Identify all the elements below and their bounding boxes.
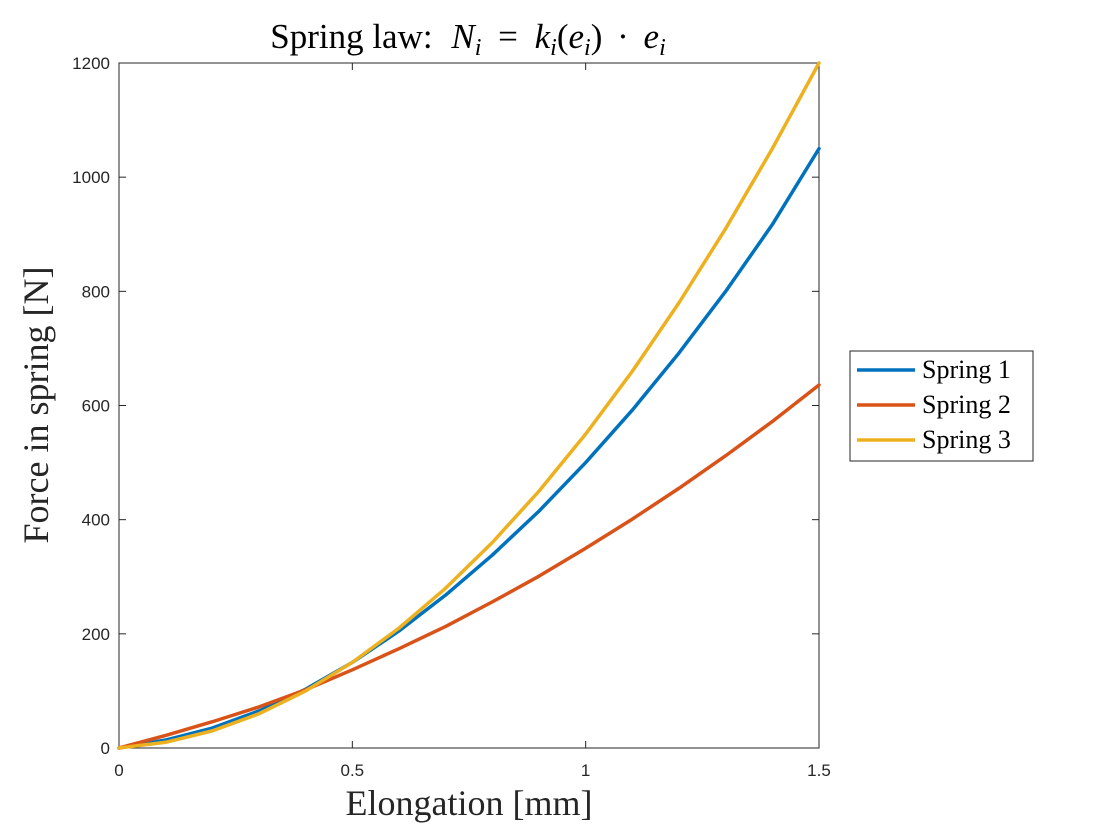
series-group: [117, 61, 821, 750]
title-n: N: [450, 17, 476, 56]
legend-entries: Spring 1 Spring 2 Spring 3: [857, 355, 1011, 454]
title-sub-4: i: [659, 35, 666, 61]
legend: Spring 1 Spring 2 Spring 3: [849, 350, 1034, 462]
title-k: k: [535, 17, 552, 56]
series-line-spring-1: [117, 146, 821, 750]
y-tick-label: 0: [101, 739, 110, 758]
legend-label-spring-1: Spring 1: [922, 355, 1011, 384]
y-tick-label: 200: [82, 625, 110, 644]
y-tick-label: 400: [82, 511, 110, 530]
y-tick-label: 800: [82, 282, 110, 301]
y-tick-label: 1000: [72, 168, 110, 187]
x-tick-label: 0.5: [341, 761, 365, 780]
x-tick-label: 0: [114, 761, 123, 780]
x-axis-title: Elongation [mm]: [346, 783, 593, 823]
plot-area: [118, 62, 820, 749]
y-tick-label: 1200: [72, 54, 110, 73]
x-tick-label: 1.5: [807, 761, 831, 780]
title-e-1: e: [569, 17, 585, 56]
x-tick-label: 1: [581, 761, 590, 780]
legend-label-spring-2: Spring 2: [922, 390, 1011, 419]
y-axis-title: Force in spring [N]: [16, 267, 56, 544]
title-open-paren: (: [557, 17, 569, 56]
y-axis: 0 200 400 600 800 1000 1200: [72, 54, 819, 758]
title-sub-1: i: [475, 35, 482, 61]
series-line-spring-3: [117, 61, 821, 750]
title-lead: Spring law:: [270, 17, 432, 56]
title-equals: =: [498, 17, 518, 56]
title-sub-2: i: [550, 35, 557, 61]
title-sub-3: i: [584, 35, 591, 61]
title-e-2: e: [644, 17, 660, 56]
chart-title: Spring law: Ni = ki(ei) · ei: [270, 17, 666, 63]
title-dot: ·: [617, 17, 629, 56]
x-axis: 0 0.5 1 1.5: [114, 63, 831, 780]
y-tick-label: 600: [82, 397, 110, 416]
legend-label-spring-3: Spring 3: [922, 425, 1011, 454]
series-line-spring-2: [117, 383, 821, 750]
title-close-paren: ): [591, 17, 603, 56]
